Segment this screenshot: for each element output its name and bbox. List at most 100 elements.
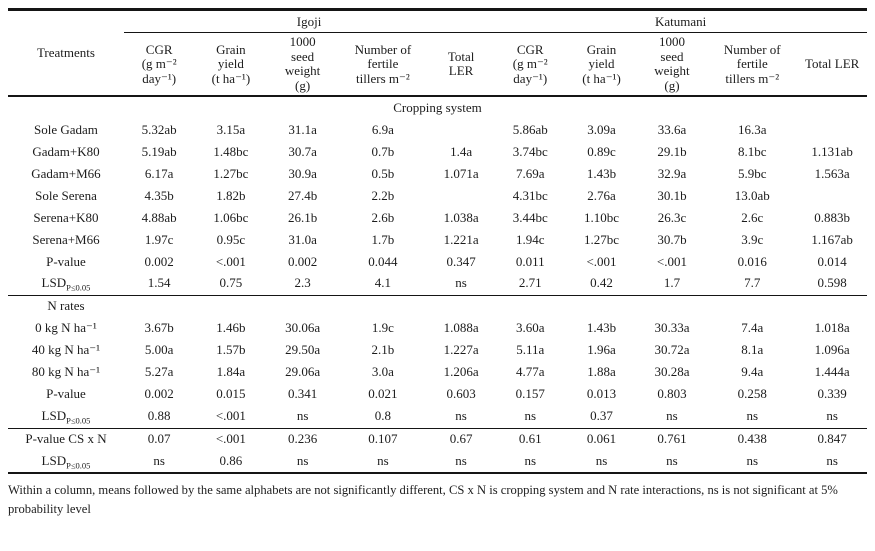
table-row: Serena+M66 1.97c 0.95c 31.0a 1.7b 1.221a 1.94c… xyxy=(8,229,867,251)
data-cell: 4.77a xyxy=(515,364,545,380)
data-cell: 1.167ab xyxy=(811,231,853,247)
data-cell: 33.6a xyxy=(657,121,687,137)
column-header-seed-weight-katumani: 1000 seed weight (g) xyxy=(654,34,690,93)
data-cell: <.001 xyxy=(194,427,268,451)
data-cell: 5.00a xyxy=(144,342,174,358)
column-header-fertile-tillers-igoji: Number of fertile tillers m⁻² xyxy=(354,41,412,86)
data-cell: 3.60a xyxy=(515,320,545,336)
empty-cell xyxy=(123,294,867,318)
data-cell: ns xyxy=(153,452,165,468)
row-label: Sole Gadam xyxy=(8,119,124,141)
data-cell: 3.9c xyxy=(741,231,764,247)
row-label: Serena+K80 xyxy=(8,207,124,229)
data-cell: ns xyxy=(746,408,759,424)
section-title-row: N rates xyxy=(8,294,867,318)
section-title-row: Cropping system xyxy=(8,96,867,119)
table-row: Sole Gadam 5.32ab 3.15a 31.1a 6.9a 5.86ab 3.09… xyxy=(8,119,867,141)
data-cell: 26.3c xyxy=(657,209,687,225)
data-cell: ns xyxy=(595,452,608,468)
site-group-row: Treatments Igoji Katumani xyxy=(8,9,867,60)
data-cell: 1.7 xyxy=(663,275,681,291)
data-cell: 30.7a xyxy=(288,143,317,159)
data-cell xyxy=(797,185,867,207)
data-cell: 0.016 xyxy=(737,253,767,269)
data-cell: 0.847 xyxy=(797,427,867,451)
row-label-text: Gadam+K80 xyxy=(32,143,100,159)
row-label: 0 kg N ha⁻¹ xyxy=(8,318,124,340)
column-header-cgr-katumani: CGR (g m⁻² day⁻¹) xyxy=(512,41,548,86)
data-cell: 3.09a xyxy=(587,121,616,137)
data-cell: ns xyxy=(524,408,536,424)
data-cell: 4.88ab xyxy=(141,209,177,225)
data-cell: 1.84a xyxy=(216,364,246,380)
table-row: Gadam+M66 6.17a 1.27bc 30.9a 0.5b 1.071a 7.69a… xyxy=(8,163,867,185)
data-cell: ns xyxy=(746,452,759,468)
row-label: 80 kg N ha⁻¹ xyxy=(8,362,124,384)
data-cell: 4.1 xyxy=(374,275,392,291)
column-header-fertile-tillers-katumani: Number of fertile tillers m⁻² xyxy=(723,41,781,86)
data-cell: 1.10bc xyxy=(584,209,620,225)
table-row: Serena+K80 4.88ab 1.06bc 26.1b 2.6b 1.038a 3.4… xyxy=(8,207,867,229)
data-cell: 3.67b xyxy=(144,320,174,336)
data-cell: 0.341 xyxy=(287,386,318,402)
data-cell: 5.9bc xyxy=(738,165,767,181)
data-cell: 0.438 xyxy=(707,427,798,451)
data-cell: 0.236 xyxy=(267,427,338,451)
data-cell: 6.17a xyxy=(144,165,174,181)
results-table: Treatments Igoji Katumani CGR (g m⁻² day… xyxy=(8,8,867,475)
data-cell: 0.015 xyxy=(216,386,246,402)
data-cell: 0.75 xyxy=(219,275,243,291)
data-cell: 27.4b xyxy=(287,187,318,203)
data-cell: 29.50a xyxy=(285,342,321,358)
table-row: LSDP≤0.05 0.88 <.001 ns 0.8 ns ns 0.37 ns ns ns xyxy=(8,406,867,428)
data-cell: 1.27bc xyxy=(213,165,249,181)
data-cell: 1.96a xyxy=(587,342,616,358)
data-cell: 0.061 xyxy=(566,427,637,451)
data-cell: 0.014 xyxy=(817,253,847,269)
data-cell: 8.1a xyxy=(741,342,764,358)
data-cell: 0.107 xyxy=(337,427,429,451)
table-row: LSDP≤0.05 ns 0.86 ns ns ns ns ns ns ns ns xyxy=(8,450,867,473)
data-cell: 1.9c xyxy=(371,320,394,336)
data-cell: 1.096a xyxy=(814,342,850,358)
table-row: Gadam+K80 5.19ab 1.48bc 30.7a 0.7b 1.4a 3.74bc… xyxy=(8,141,867,163)
data-cell: 31.1a xyxy=(288,121,317,137)
data-cell: 0.013 xyxy=(586,386,617,402)
row-label-text: Serena+K80 xyxy=(33,209,99,225)
table-row: 80 kg N ha⁻¹ 5.27a 1.84a 29.06a 3.0a 1.206a 4.… xyxy=(8,362,867,384)
data-cell: 2.71 xyxy=(518,275,542,291)
data-cell: ns xyxy=(455,408,467,424)
row-label-text: P-value xyxy=(46,253,86,269)
data-cell: 3.44bc xyxy=(512,209,548,225)
data-cell: 1.221a xyxy=(443,231,479,247)
data-cell: ns xyxy=(666,408,678,424)
row-label-text: Sole Serena xyxy=(35,187,97,203)
table-row: P-value CS x N 0.07 <.001 0.236 0.107 0.67 0.6… xyxy=(8,427,867,451)
data-cell: 7.7 xyxy=(744,275,761,291)
section-title: N rates xyxy=(8,294,124,318)
data-cell: 30.7b xyxy=(657,231,687,247)
column-header-total-ler-katumani: Total LER xyxy=(805,56,860,72)
row-label: P-value CS x N xyxy=(8,427,124,451)
row-label: P-value xyxy=(8,384,124,406)
section-title: Cropping system xyxy=(393,99,482,115)
data-cell: 1.88a xyxy=(587,364,616,380)
table-row: LSDP≤0.05 1.54 0.75 2.3 4.1 ns 2.71 0.42 1.7 7.7 0… xyxy=(8,273,867,295)
data-cell: 5.86ab xyxy=(512,121,548,137)
data-cell: 0.761 xyxy=(636,427,708,451)
data-cell: 0.88 xyxy=(147,408,171,424)
data-cell: 1.131ab xyxy=(811,143,853,159)
row-label-subscript: P≤0.05 xyxy=(66,460,91,471)
data-cell: 1.088a xyxy=(443,320,479,336)
data-cell: 1.444a xyxy=(814,364,850,380)
data-cell: 13.0ab xyxy=(734,187,770,203)
row-label: LSDP≤0.05 xyxy=(8,273,124,295)
data-cell: 1.038a xyxy=(443,209,479,225)
data-cell: 0.021 xyxy=(368,386,398,402)
data-cell: 2.6b xyxy=(371,209,395,225)
row-label: Serena+M66 xyxy=(8,229,124,251)
data-cell: <.001 xyxy=(656,253,687,269)
data-cell: 4.35b xyxy=(144,187,174,203)
column-header-treatments: Treatments xyxy=(36,44,95,60)
data-cell: 0.044 xyxy=(368,253,398,269)
